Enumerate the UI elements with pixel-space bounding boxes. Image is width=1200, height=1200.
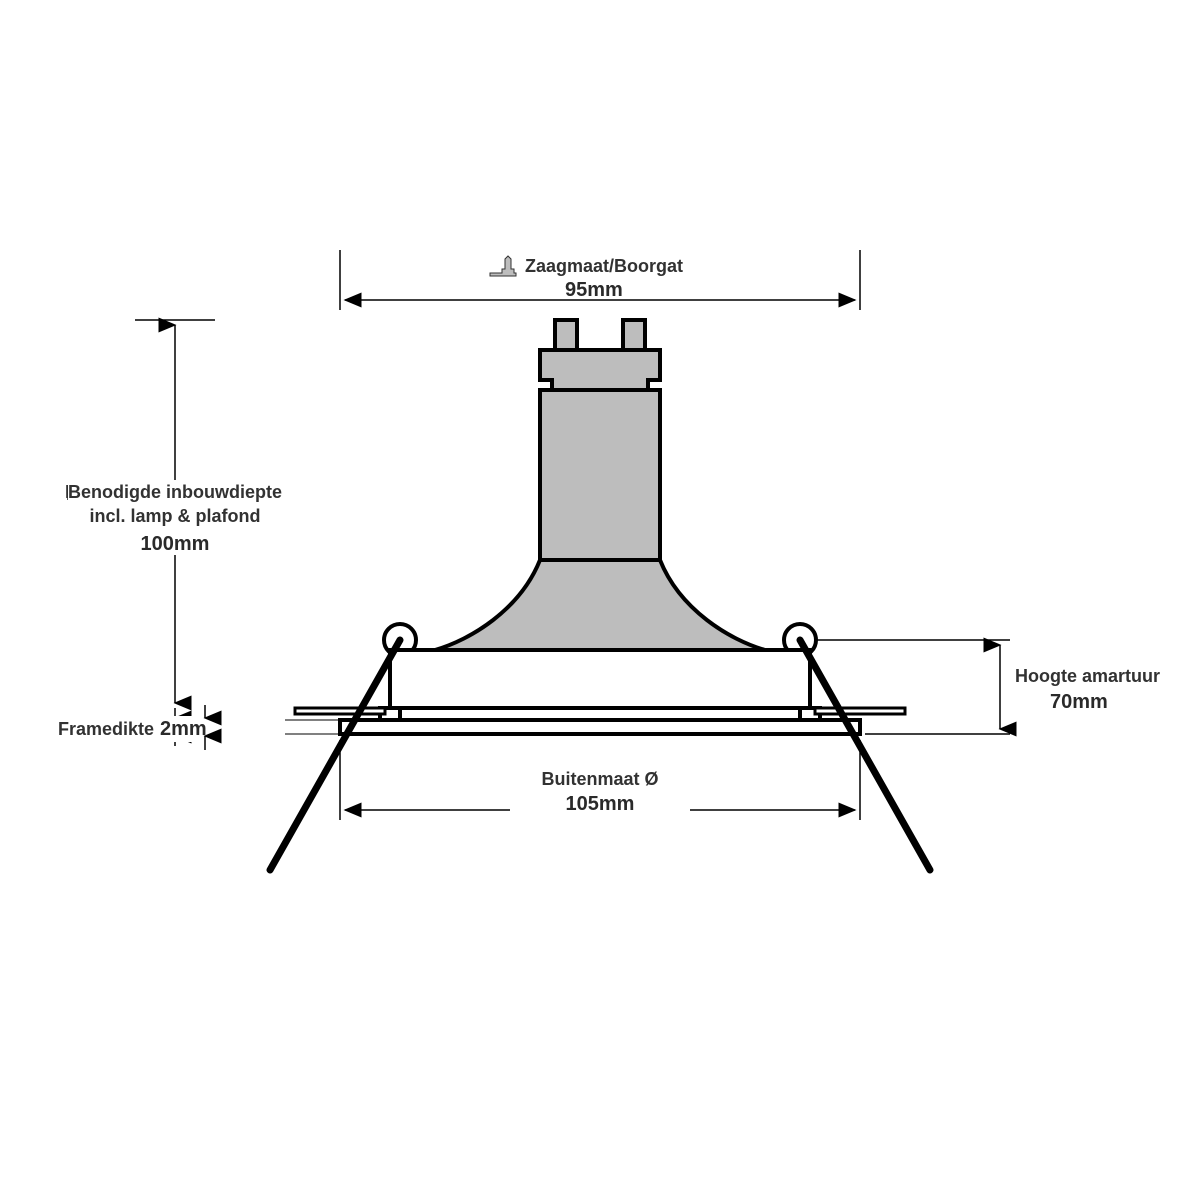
svg-text:2mm: 2mm — [160, 718, 207, 740]
right-label: Hoogte amartuur — [1015, 666, 1160, 686]
top-value: 95mm — [565, 279, 623, 301]
technical-diagram: Zaagmaat/Boorgat 95mm Benodigde inbouwdi… — [0, 0, 1200, 1200]
svg-text:Benodigde inbouwdiepte: Benodigde inbouwdiepte — [68, 482, 282, 502]
dimension-bottom: Buitenmaat Ø 105mm — [340, 740, 860, 820]
dimension-top: Zaagmaat/Boorgat 95mm — [340, 250, 860, 310]
bulb-body — [435, 320, 765, 660]
svg-text:100mm: 100mm — [141, 533, 210, 555]
top-label: Zaagmaat/Boorgat — [525, 256, 683, 276]
dimension-left-depth: Benodigde inbouwdiepte Benodigde inbouwd… — [65, 320, 283, 703]
drill-icon — [490, 256, 516, 276]
bottom-label: Buitenmaat Ø — [541, 769, 658, 789]
right-value: 70mm — [1050, 691, 1108, 713]
svg-text:Framedikte: Framedikte — [58, 719, 154, 739]
bottom-value: 105mm — [566, 793, 635, 815]
dimension-right-height: Hoogte amartuur 70mm — [815, 640, 1180, 734]
svg-text:incl. lamp & plafond: incl. lamp & plafond — [89, 506, 260, 526]
